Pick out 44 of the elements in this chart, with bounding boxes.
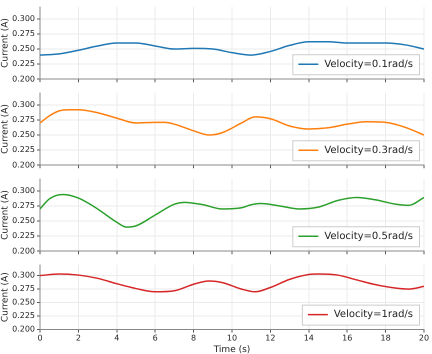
legend-label: Velocity=0.5rad/s: [324, 230, 414, 242]
x-tick-label: 18: [380, 333, 391, 342]
x-tick-label: 4: [114, 333, 120, 342]
line-series: [40, 108, 424, 136]
y-tick-label: 0.250: [12, 44, 35, 54]
x-tick-label: 12: [265, 333, 276, 342]
y-axis-title: Current (A): [0, 104, 11, 154]
x-tick-label: 20: [418, 333, 430, 342]
y-axis-title: Current (A): [0, 272, 11, 322]
y-tick-label: 0.250: [12, 130, 35, 140]
y-tick-label: 0.300: [12, 14, 35, 23]
y-tick-label: 0.275: [12, 201, 35, 210]
y-tick-label: 0.300: [12, 186, 35, 195]
legend-label: Velocity=0.1rad/s: [324, 58, 414, 70]
y-tick-label: 0.275: [12, 284, 35, 294]
y-tick-label: 0.225: [12, 311, 35, 320]
x-axis-title: Time (s): [212, 344, 250, 354]
line-series: [40, 273, 424, 293]
x-tick-label: 0: [37, 333, 43, 342]
y-tick-label: 0.200: [12, 246, 35, 256]
y-tick-label: 0.200: [12, 324, 35, 334]
y-tick-label: 0.275: [12, 115, 35, 124]
line-series: [40, 41, 424, 56]
y-tick-label: 0.225: [12, 231, 35, 240]
y-tick-label: 0.200: [12, 74, 35, 84]
x-tick-label: 2: [76, 333, 81, 342]
y-tick-label: 0.275: [12, 29, 35, 38]
x-tick-label: 10: [226, 333, 238, 342]
x-tick-label: 16: [342, 333, 352, 342]
line-series: [40, 194, 424, 228]
x-tick-label: 8: [191, 333, 196, 342]
y-tick-label: 0.225: [12, 59, 35, 68]
y-axis-title: Current (A): [0, 18, 11, 68]
x-tick-label: 14: [304, 333, 314, 342]
y-tick-label: 0.225: [12, 145, 35, 154]
y-axis-title: Current (A): [0, 190, 11, 240]
legend-label: Velocity=1rad/s: [334, 309, 414, 320]
y-tick-label: 0.200: [12, 160, 35, 170]
x-tick-label: 6: [152, 333, 158, 342]
y-tick-label: 0.250: [12, 216, 35, 226]
y-tick-label: 0.300: [12, 270, 35, 280]
y-tick-label: 0.300: [12, 100, 35, 109]
legend-label: Velocity=0.3rad/s: [324, 144, 414, 156]
y-tick-label: 0.250: [12, 298, 35, 307]
